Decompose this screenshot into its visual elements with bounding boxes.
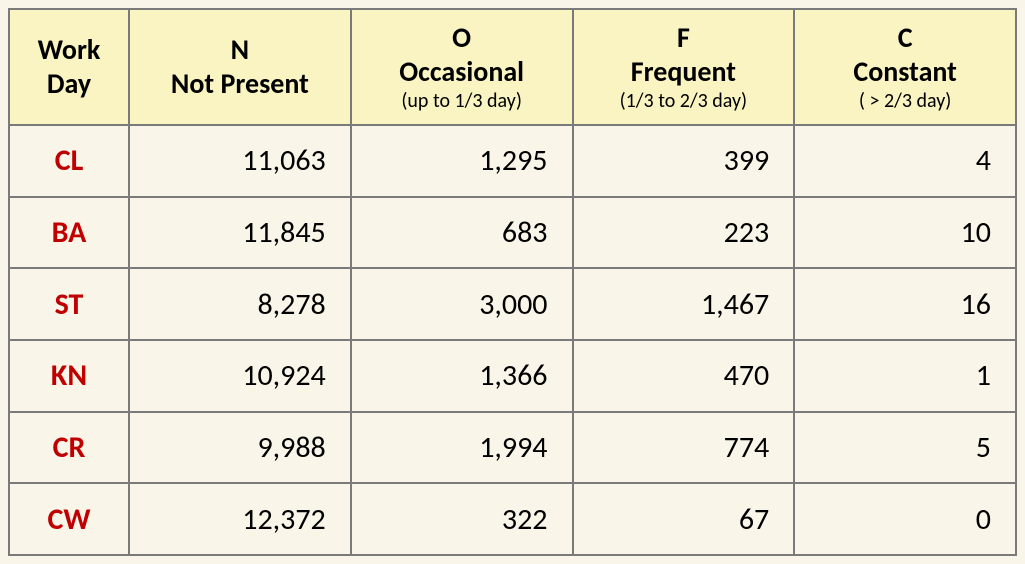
table-row: CR 9,988 1,994 774 5 — [9, 412, 1016, 484]
cell-f: 223 — [573, 197, 795, 269]
col-header-n: NNot Present — [129, 9, 351, 125]
cell-c: 5 — [794, 412, 1016, 484]
cell-o: 1,366 — [351, 340, 573, 412]
cell-n: 9,988 — [129, 412, 351, 484]
row-label: CL — [9, 125, 129, 197]
table-row: ST 8,278 3,000 1,467 16 — [9, 268, 1016, 340]
cell-o: 3,000 — [351, 268, 573, 340]
cell-o: 322 — [351, 483, 573, 555]
col-header-subtext: (1/3 to 2/3 day) — [578, 89, 790, 113]
cell-o: 1,295 — [351, 125, 573, 197]
cell-c: 10 — [794, 197, 1016, 269]
col-header-subtext: (up to 1/3 day) — [356, 89, 568, 113]
cell-o: 683 — [351, 197, 573, 269]
row-label: CR — [9, 412, 129, 484]
col-header-workday: Work Day — [9, 9, 129, 125]
cell-c: 0 — [794, 483, 1016, 555]
row-label: KN — [9, 340, 129, 412]
table-row: CW 12,372 322 67 0 — [9, 483, 1016, 555]
col-header-subtext: ( > 2/3 day) — [799, 89, 1011, 113]
table-header-row: Work Day NNot Present OOccasional (up to… — [9, 9, 1016, 125]
col-header-c: CConstant ( > 2/3 day) — [794, 9, 1016, 125]
table-row: BA 11,845 683 223 10 — [9, 197, 1016, 269]
row-label: CW — [9, 483, 129, 555]
row-label: ST — [9, 268, 129, 340]
col-header-f: FFrequent (1/3 to 2/3 day) — [573, 9, 795, 125]
col-header-text: FFrequent — [578, 21, 790, 88]
col-header-text: NNot Present — [134, 33, 346, 100]
col-header-text: OOccasional — [356, 21, 568, 88]
row-label: BA — [9, 197, 129, 269]
cell-c: 16 — [794, 268, 1016, 340]
table-row: CL 11,063 1,295 399 4 — [9, 125, 1016, 197]
cell-n: 8,278 — [129, 268, 351, 340]
col-header-o: OOccasional (up to 1/3 day) — [351, 9, 573, 125]
cell-f: 1,467 — [573, 268, 795, 340]
col-header-text: CConstant — [799, 21, 1011, 88]
cell-n: 11,845 — [129, 197, 351, 269]
cell-n: 10,924 — [129, 340, 351, 412]
cell-c: 1 — [794, 340, 1016, 412]
frequency-table: Work Day NNot Present OOccasional (up to… — [8, 8, 1017, 556]
cell-f: 399 — [573, 125, 795, 197]
cell-o: 1,994 — [351, 412, 573, 484]
cell-f: 67 — [573, 483, 795, 555]
col-header-text: Work Day — [14, 33, 124, 100]
cell-n: 12,372 — [129, 483, 351, 555]
cell-n: 11,063 — [129, 125, 351, 197]
cell-c: 4 — [794, 125, 1016, 197]
table-row: KN 10,924 1,366 470 1 — [9, 340, 1016, 412]
cell-f: 470 — [573, 340, 795, 412]
cell-f: 774 — [573, 412, 795, 484]
